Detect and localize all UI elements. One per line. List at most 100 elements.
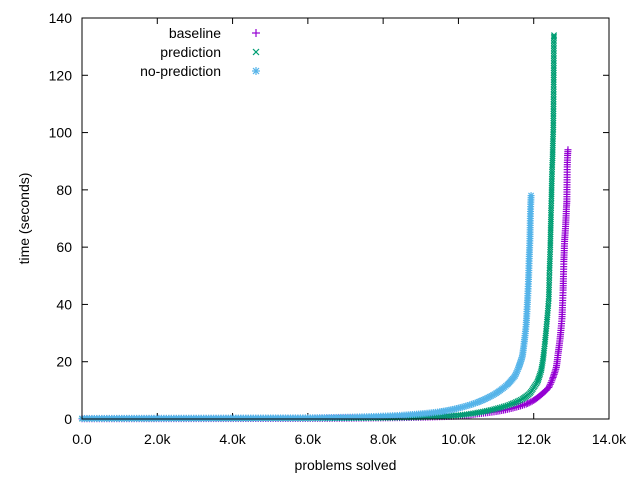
data-point — [536, 374, 543, 381]
data-point — [550, 67, 557, 74]
data-point — [550, 74, 557, 81]
legend-label: prediction — [160, 44, 221, 60]
legend-marker — [252, 29, 260, 37]
data-point — [550, 40, 557, 47]
x-tick-label: 12.0k — [517, 431, 552, 447]
data-point — [548, 197, 555, 204]
data-point — [546, 272, 553, 279]
data-point — [550, 131, 557, 138]
data-point — [550, 69, 557, 76]
x-axis-label: problems solved — [295, 457, 397, 473]
x-tick-label: 6.0k — [295, 431, 322, 447]
data-point — [524, 399, 532, 407]
data-point — [550, 50, 557, 57]
data-point — [550, 112, 557, 120]
data-point — [550, 101, 557, 108]
data-point — [550, 115, 557, 122]
data-point — [546, 255, 553, 263]
x-tick-label: 2.0k — [144, 431, 171, 447]
data-point — [550, 72, 557, 79]
data-point — [550, 124, 557, 131]
data-point — [550, 76, 557, 83]
data-point — [546, 277, 553, 284]
data-point — [550, 93, 557, 100]
data-point — [550, 91, 557, 98]
x-tick-label: 14.0k — [592, 431, 627, 447]
series-prediction — [78, 32, 558, 422]
data-point — [550, 86, 557, 93]
y-tick-label: 100 — [49, 125, 73, 141]
data-point — [564, 146, 572, 154]
legend-marker — [252, 67, 260, 75]
data-point — [550, 122, 557, 129]
data-point — [546, 380, 554, 388]
data-point — [550, 88, 557, 95]
data-point — [550, 42, 557, 49]
data-marks — [78, 32, 572, 423]
data-point — [536, 372, 543, 379]
data-point — [549, 166, 556, 173]
data-point — [545, 289, 553, 296]
data-point — [547, 251, 554, 258]
legend-marker — [252, 48, 260, 56]
data-point — [537, 370, 544, 377]
data-point — [548, 202, 555, 209]
data-point — [502, 402, 509, 410]
data-point — [550, 128, 557, 136]
data-point — [548, 171, 556, 178]
data-point — [550, 52, 557, 59]
y-tick-label: 60 — [56, 239, 72, 255]
data-point — [550, 60, 557, 67]
data-point — [506, 401, 513, 408]
data-point — [450, 412, 457, 419]
y-axis-label: time (seconds) — [16, 173, 32, 265]
data-point — [550, 103, 557, 110]
data-point — [548, 168, 556, 175]
data-point — [550, 110, 557, 117]
data-point — [546, 253, 554, 260]
data-point — [546, 284, 553, 291]
data-point — [550, 81, 557, 88]
data-point — [550, 57, 557, 64]
data-point — [548, 180, 555, 187]
data-point — [550, 119, 557, 127]
data-point — [550, 117, 557, 124]
data-point — [550, 98, 557, 105]
data-point — [548, 173, 555, 180]
data-point — [547, 209, 555, 216]
data-point — [547, 211, 555, 219]
plot-frame — [81, 17, 610, 420]
data-point — [445, 412, 453, 419]
y-tick-label: 80 — [56, 182, 72, 198]
data-point — [550, 108, 557, 115]
data-point — [545, 291, 552, 298]
data-point — [549, 138, 556, 145]
data-point — [448, 412, 455, 419]
data-point — [548, 200, 555, 207]
data-point — [546, 279, 553, 286]
data-point — [547, 246, 554, 253]
data-point — [550, 105, 557, 113]
data-point — [509, 400, 516, 407]
y-tick-label: 0 — [64, 411, 72, 427]
data-point — [550, 133, 557, 140]
data-point — [504, 402, 511, 409]
data-point — [547, 248, 554, 256]
data-point — [508, 401, 515, 408]
legend: baseline prediction no-prediction — [140, 25, 260, 79]
data-point — [512, 399, 520, 406]
y-tick-label: 120 — [49, 67, 73, 83]
data-point — [545, 303, 552, 310]
series-baseline — [78, 146, 572, 423]
data-point — [550, 62, 557, 69]
data-point — [527, 398, 535, 406]
data-point — [527, 192, 535, 200]
tick-labels: 0.0 2.0k 4.0k 6.0k 8.0k 10.0k 12.0k 14.0k 0 20 40 6… — [49, 10, 627, 447]
data-point — [550, 83, 557, 90]
data-point — [543, 323, 550, 330]
x-tick-label: 8.0k — [370, 431, 397, 447]
legend-label: no-prediction — [140, 63, 221, 79]
x-tick-label: 0.0 — [72, 431, 92, 447]
data-point — [548, 178, 555, 185]
